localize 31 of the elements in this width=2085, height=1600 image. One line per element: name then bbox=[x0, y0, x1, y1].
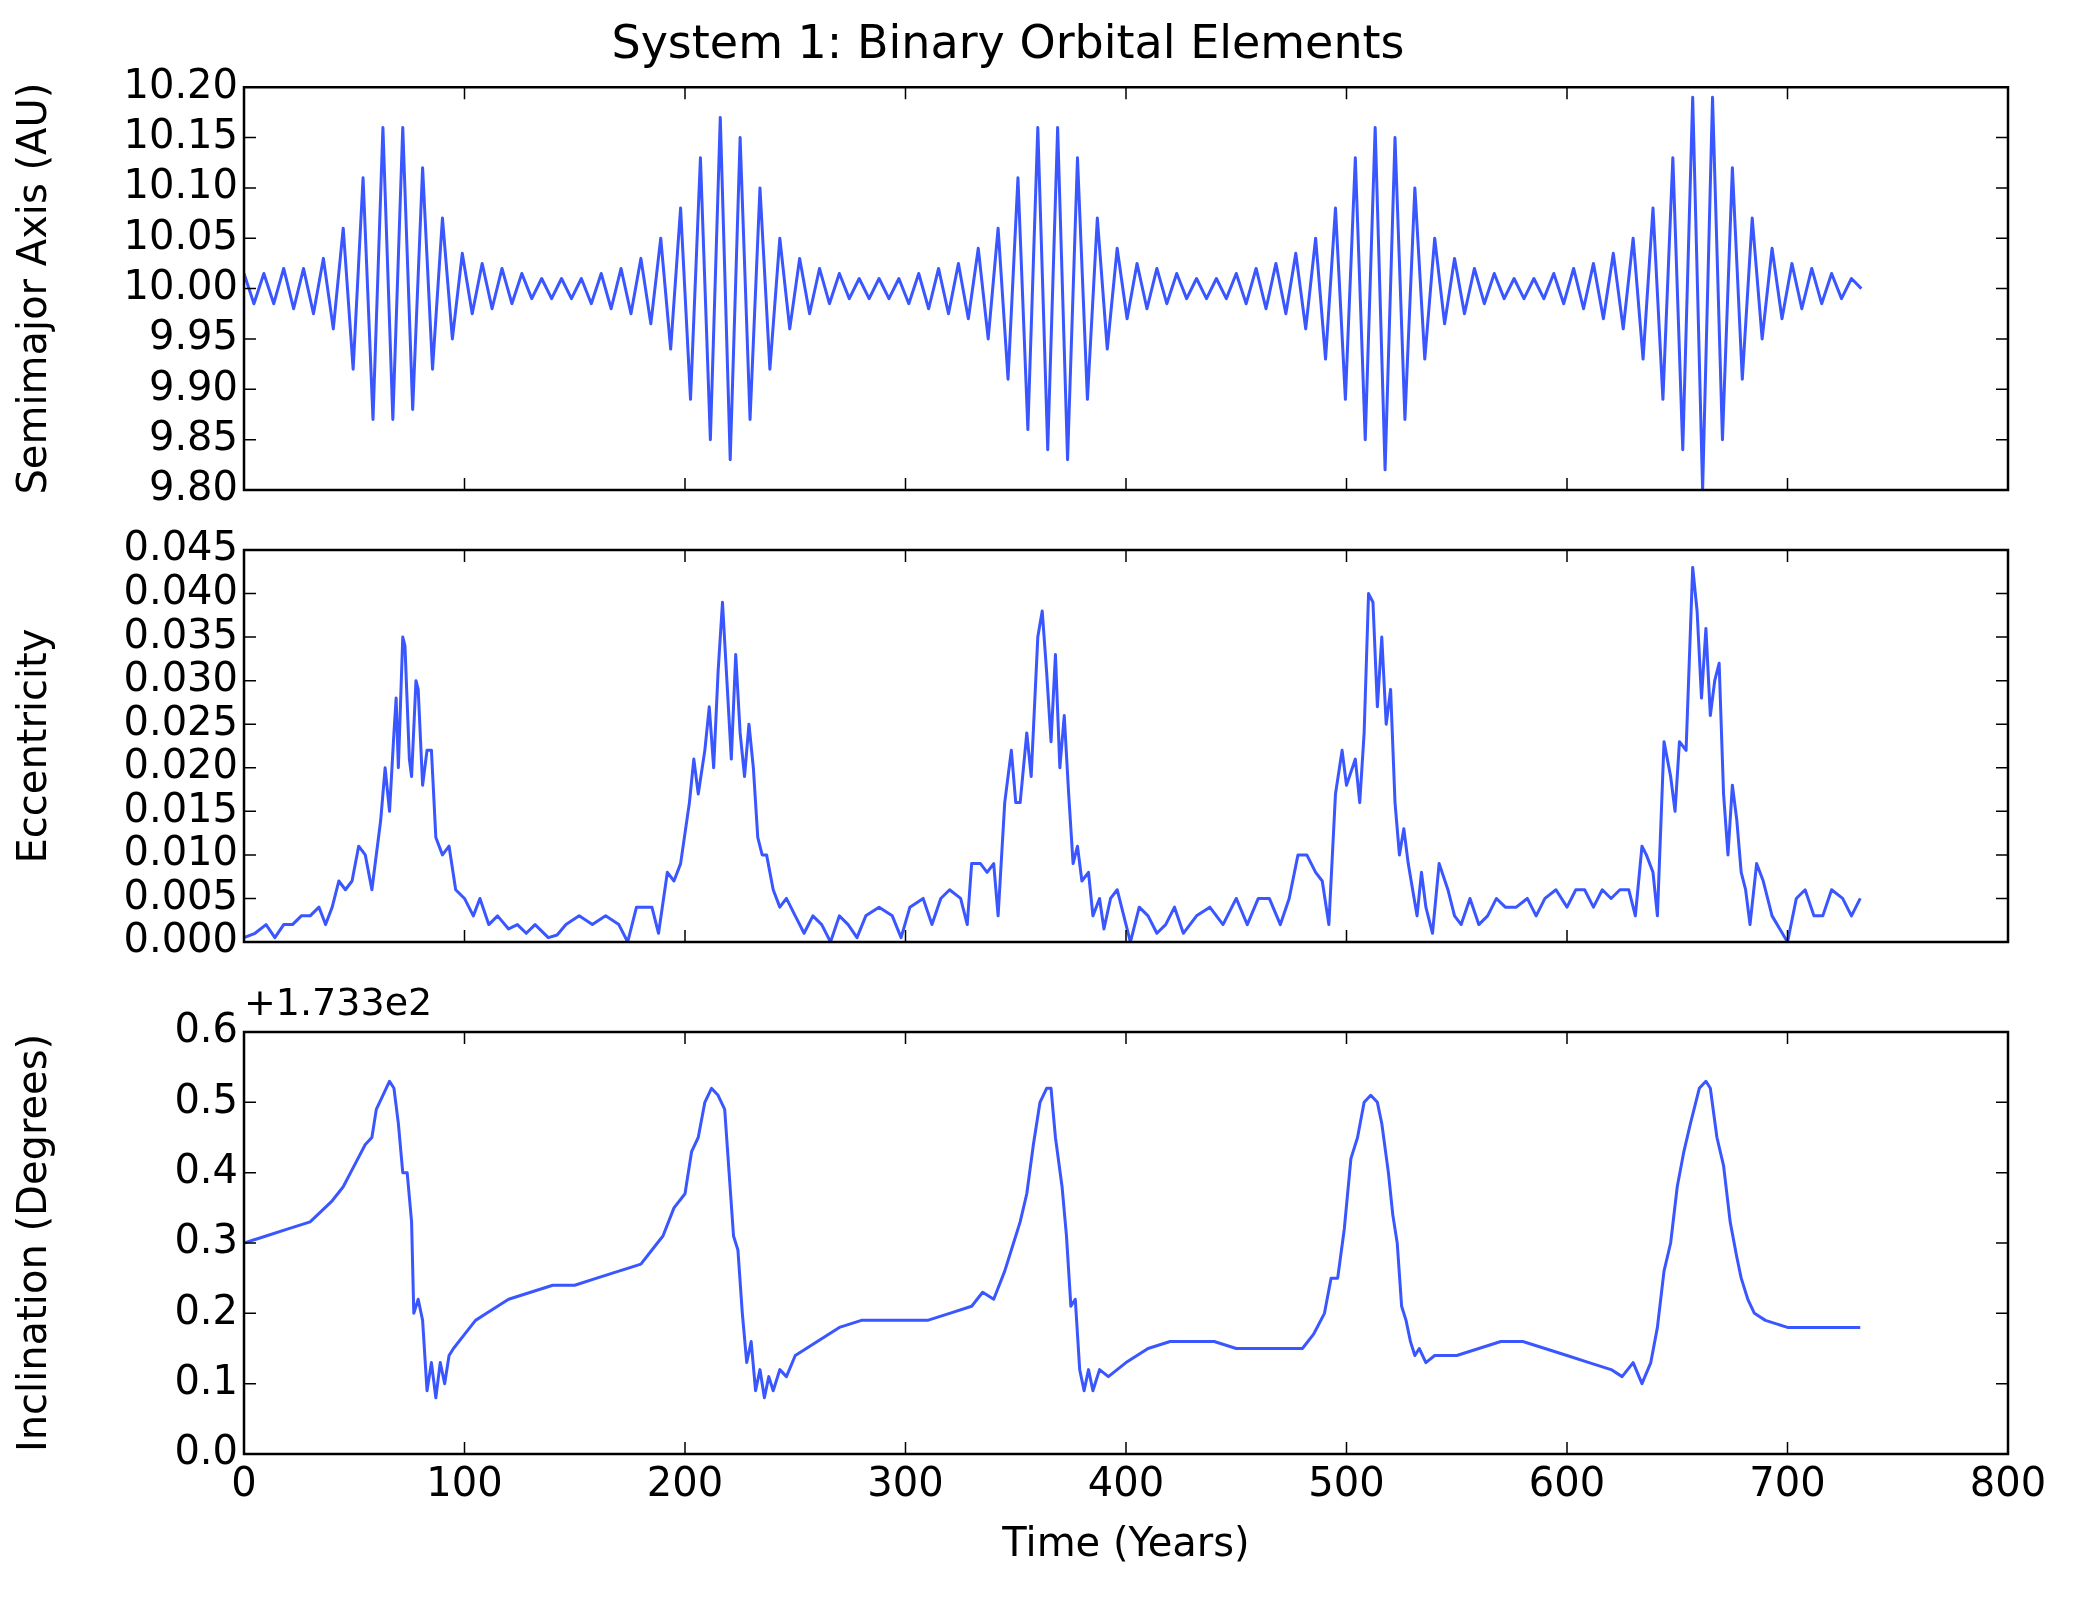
y-tick-label: 10.05 bbox=[123, 211, 238, 258]
y-tick-label: 10.00 bbox=[123, 261, 238, 308]
x-tick-label: 200 bbox=[646, 1459, 724, 1506]
y-tick-label: 9.80 bbox=[148, 463, 238, 510]
y-tick-label: 0.5 bbox=[174, 1075, 238, 1122]
x-tick-label: 800 bbox=[1969, 1459, 2047, 1506]
x-tick-label: 300 bbox=[867, 1459, 944, 1506]
y-tick-label: 0.2 bbox=[174, 1286, 238, 1333]
y-tick-label: 10.15 bbox=[123, 110, 238, 157]
y-tick-label: 9.90 bbox=[148, 362, 238, 409]
x-tick-label: 600 bbox=[1528, 1459, 1606, 1506]
y-tick-label: 9.85 bbox=[148, 413, 238, 460]
y-tick-label: 0.035 bbox=[123, 610, 238, 657]
y-axis-title: Eccentricity bbox=[9, 628, 56, 864]
x-axis-title: Time (Years) bbox=[1001, 1519, 1250, 1566]
y-tick-label: 0.4 bbox=[174, 1146, 238, 1193]
x-tick-label: 500 bbox=[1308, 1459, 1385, 1506]
text: +1.733e2 bbox=[244, 979, 433, 1024]
y-axis-title: Inclination (Degrees) bbox=[9, 1033, 56, 1453]
y-tick-label: 10.20 bbox=[123, 60, 238, 107]
chart-title: System 1: Binary Orbital Elements bbox=[611, 14, 1405, 69]
x-tick-label: 100 bbox=[426, 1459, 503, 1506]
y-tick-label: 0.1 bbox=[174, 1357, 238, 1404]
y-tick-label: 0.6 bbox=[174, 1005, 238, 1052]
x-tick-label: 400 bbox=[1087, 1459, 1165, 1506]
x-tick-label: 700 bbox=[1749, 1459, 1826, 1506]
y-tick-label: 9.95 bbox=[148, 312, 238, 359]
y-axis-title: Semimajor Axis (AU) bbox=[9, 82, 56, 495]
y-tick-label: 10.10 bbox=[123, 161, 238, 208]
y-tick-label: 0.3 bbox=[174, 1216, 238, 1263]
y-tick-label: 0.000 bbox=[123, 915, 238, 962]
